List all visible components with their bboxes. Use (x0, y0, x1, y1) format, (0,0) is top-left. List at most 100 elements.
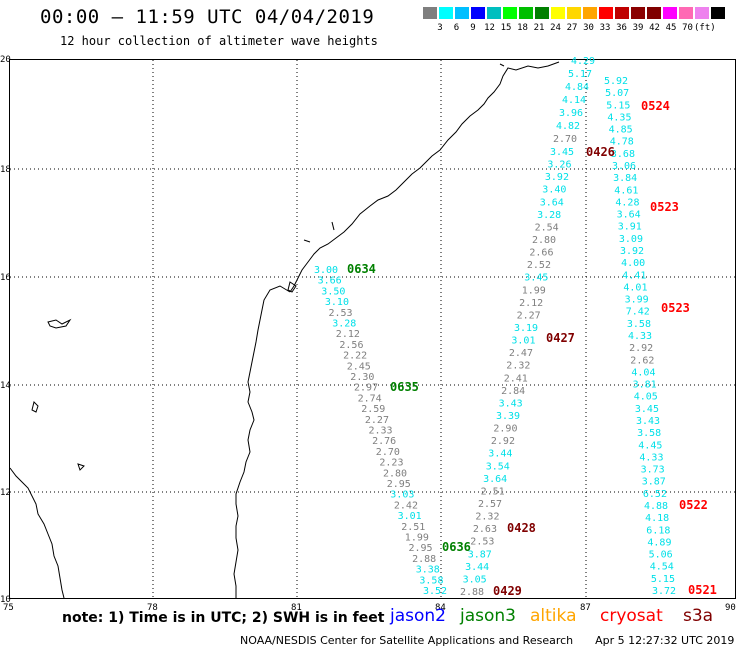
wave-height-value: 3.92 (545, 172, 569, 183)
wave-height-value: 4.85 (609, 125, 633, 136)
x-tick-75: 75 (3, 603, 14, 613)
scale-swatch (502, 6, 518, 20)
scale-label: 45 (665, 23, 677, 33)
wave-height-value: 4.41 (622, 270, 646, 281)
wave-height-value: 2.76 (372, 436, 396, 447)
wave-height-value: 3.45 (550, 147, 574, 158)
wave-height-value: 3.06 (612, 161, 636, 172)
legend-s3a: s3a (683, 606, 714, 626)
generated-timestamp: Apr 5 12:27:32 UTC 2019 (595, 634, 735, 647)
x-tick-78: 78 (147, 603, 158, 613)
scale-swatch (534, 6, 550, 20)
wave-height-value: 2.27 (517, 310, 541, 321)
wave-height-value: 2.22 (343, 351, 367, 362)
legend-jason3: jason3 (460, 606, 516, 626)
wave-height-value: 2.62 (630, 355, 654, 366)
wave-height-value: 4.54 (650, 562, 674, 573)
pass-time-labels: 0634 0635 0636 0427 0426 0428 0429 0524 … (347, 99, 717, 598)
footer-credit: NOAA/NESDIS Center for Satellite Applica… (240, 634, 734, 647)
scale-swatch (678, 6, 694, 20)
wave-height-value: 3.58 (419, 575, 443, 586)
wave-height-value: 2.30 (350, 372, 374, 383)
wave-height-value: 3.05 (463, 574, 487, 585)
wave-height-value: 3.58 (637, 428, 661, 439)
scale-label: 3 (437, 23, 443, 33)
wave-height-value: 3.19 (514, 323, 538, 334)
legend-altika: altika (530, 606, 577, 626)
y-axis-ticks: 20 18 16 14 12 10 (0, 55, 11, 605)
wave-height-value: 7.42 (626, 307, 650, 318)
pass-label-0523-b: 0523 (661, 301, 690, 315)
wave-height-value: 5.07 (605, 88, 629, 99)
wave-height-value: 4.01 (623, 282, 647, 293)
wave-height-value: 2.41 (504, 373, 528, 384)
x-tick-87: 87 (580, 603, 591, 613)
pass-label-0427: 0427 (546, 331, 575, 345)
wave-height-value: 4.28 (615, 197, 639, 208)
wave-height-value: 3.43 (636, 416, 660, 427)
wave-height-value: 1.99 (405, 533, 429, 544)
wave-height-value: 4.82 (556, 121, 580, 132)
pass-label-0428: 0428 (507, 521, 536, 535)
scale-swatch (662, 6, 678, 20)
footer-note: note: 1) Time is in UTC; 2) SWH is in fe… (62, 610, 385, 626)
wave-height-value: 3.64 (617, 210, 641, 221)
wave-height-value: 4.00 (621, 258, 645, 269)
wave-height-value: 4.29 (571, 56, 595, 67)
wave-height-value: 2.97 (354, 383, 378, 394)
wave-height-value: 3.00 (314, 265, 338, 276)
x-axis-ticks: 75 78 81 84 87 90 (3, 603, 736, 613)
wave-height-value: 2.51 (481, 486, 505, 497)
wave-height-value: 3.26 (547, 160, 571, 171)
scale-swatch (470, 6, 486, 20)
x-tick-84: 84 (435, 603, 446, 613)
map-frame (9, 59, 736, 599)
wave-height-value: 3.40 (542, 185, 566, 196)
scale-label: 36 (616, 23, 627, 33)
wave-height-value: 4.33 (639, 452, 663, 463)
scale-swatch (438, 6, 454, 20)
color-scale-swatches (422, 6, 726, 20)
credit-text: NOAA/NESDIS Center for Satellite Applica… (240, 634, 574, 647)
wave-height-value: 3.72 (652, 586, 676, 597)
wave-height-value: 4.88 (644, 501, 668, 512)
scale-swatch (486, 6, 502, 20)
y-tick-12: 12 (0, 488, 11, 498)
wave-height-value: 1.99 (522, 285, 546, 296)
scale-swatch (582, 6, 598, 20)
pass-label-0523-a: 0523 (650, 200, 679, 214)
wave-height-value: 3.73 (641, 465, 665, 476)
wave-height-value: 3.99 (625, 295, 649, 306)
wave-height-value: 6.18 (646, 525, 670, 536)
scale-swatch (646, 6, 662, 20)
track-0634-values: 3.003.663.503.102.533.282.122.562.222.45… (314, 265, 447, 597)
wave-height-value: 2.90 (493, 424, 517, 435)
wave-height-value: 2.33 (369, 426, 393, 437)
pass-label-0521: 0521 (688, 583, 717, 597)
wave-height-value: 3.09 (619, 234, 643, 245)
x-tick-90: 90 (725, 603, 736, 613)
wave-height-value: 2.92 (491, 436, 515, 447)
scale-label: 15 (500, 23, 512, 33)
wave-height-value: 3.96 (559, 108, 583, 119)
coastline (9, 61, 560, 599)
wave-height-value: 3.54 (486, 461, 510, 472)
legend-cryosat: cryosat (600, 606, 663, 626)
color-scale-labels: 3 6 9 12 15 18 21 24 27 30 33 36 39 42 45 70 (ft) (422, 23, 740, 35)
wave-height-value: 6.52 (643, 489, 667, 500)
wave-height-value: 4.61 (614, 185, 638, 196)
wave-height-value: 2.88 (460, 587, 484, 598)
pass-label-0524: 0524 (641, 99, 670, 113)
wave-height-value: 3.01 (398, 511, 422, 522)
wave-height-value: 3.64 (540, 197, 564, 208)
wave-height-value: 2.23 (379, 458, 403, 469)
y-tick-18: 18 (0, 165, 11, 175)
wave-height-value: 3.44 (465, 562, 489, 573)
wave-height-value: 4.89 (647, 537, 671, 548)
scale-label: 33 (599, 23, 611, 33)
pass-label-0636: 0636 (442, 540, 471, 554)
scale-label: 12 (484, 23, 495, 33)
lat-lon-grid (10, 60, 735, 598)
track-0426-values: 4.29 5.17 4.84 4.14 3.96 4.82 2.70 (553, 56, 595, 145)
wave-height-value: 3.50 (321, 286, 345, 297)
